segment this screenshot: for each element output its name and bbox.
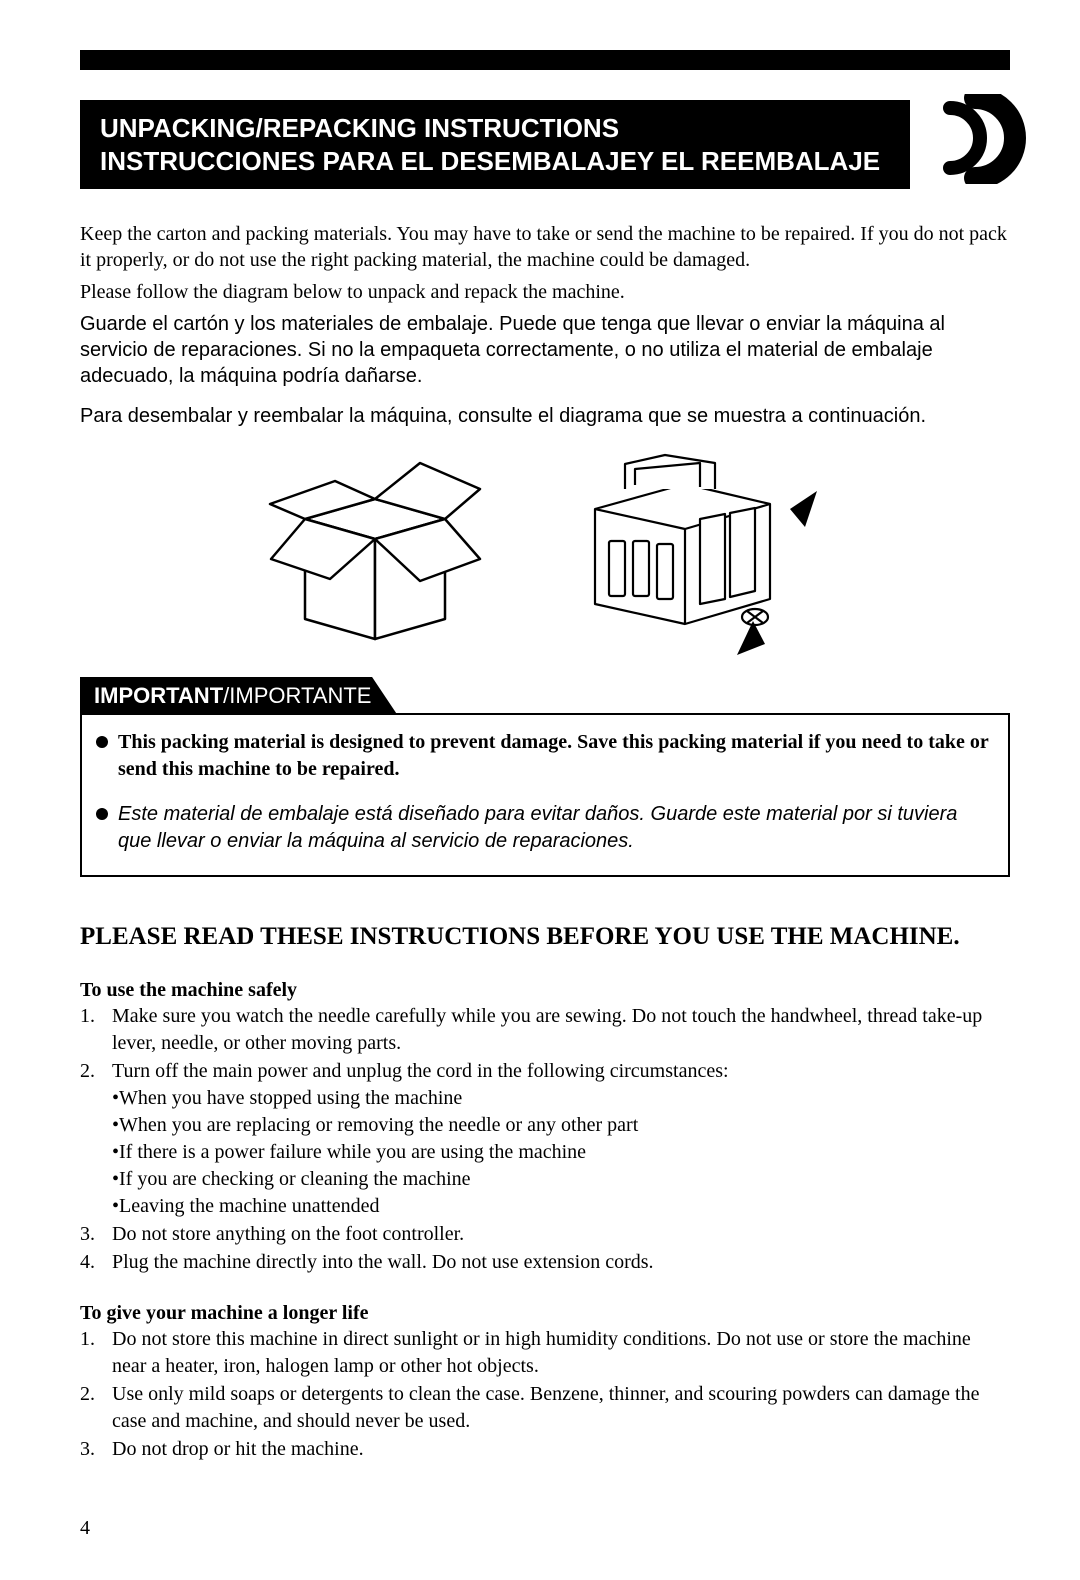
intro-block: Keep the carton and packing materials. Y… bbox=[80, 221, 1010, 429]
diagram-foam-icon bbox=[565, 449, 825, 659]
header-banner: UNPACKING/REPACKING INSTRUCTIONS INSTRUC… bbox=[80, 100, 1010, 189]
safety-subbullets: When you have stopped using the machine … bbox=[112, 1085, 1010, 1220]
important-bullet-es: Este material de embalaje está diseñado … bbox=[96, 801, 990, 855]
intro-es-2: Para desembalar y reembalar la máquina, … bbox=[80, 403, 1010, 429]
safety-item-4: Plug the machine directly into the wall.… bbox=[80, 1249, 1010, 1276]
safety-list: Make sure you watch the needle carefully… bbox=[80, 1003, 1010, 1276]
longevity-heading: To give your machine a longer life bbox=[80, 1302, 1010, 1325]
important-box: This packing material is designed to pre… bbox=[80, 713, 1010, 877]
longevity-item-2: Use only mild soaps or detergents to cle… bbox=[80, 1381, 1010, 1435]
important-text-en: This packing material is designed to pre… bbox=[118, 729, 990, 783]
longevity-item-3: Do not drop or hit the machine. bbox=[80, 1436, 1010, 1463]
sub-b: When you are replacing or removing the n… bbox=[119, 1114, 638, 1136]
intro-es-1: Guarde el cartón y los materiales de emb… bbox=[80, 311, 1010, 389]
sub-e: Leaving the machine unattended bbox=[119, 1195, 379, 1217]
sub-a: When you have stopped using the machine bbox=[119, 1087, 462, 1109]
longevity-list: Do not store this machine in direct sunl… bbox=[80, 1326, 1010, 1463]
longevity-item-1: Do not store this machine in direct sunl… bbox=[80, 1326, 1010, 1380]
top-rule bbox=[80, 50, 1010, 70]
sub-d: If you are checking or cleaning the mach… bbox=[119, 1168, 471, 1190]
header-line-2: INSTRUCCIONES PARA EL DESEMBALAJEY EL RE… bbox=[100, 145, 880, 178]
safety-item-2: Turn off the main power and unplug the c… bbox=[80, 1058, 1010, 1220]
safety-item-3: Do not store anything on the foot contro… bbox=[80, 1221, 1010, 1248]
intro-en-1: Keep the carton and packing materials. Y… bbox=[80, 221, 1010, 273]
diagram-row bbox=[80, 449, 1010, 659]
important-label-bold: IMPORTANT bbox=[94, 683, 223, 708]
important-text-es: Este material de embalaje está diseñado … bbox=[118, 801, 990, 855]
header-line-1: UNPACKING/REPACKING INSTRUCTIONS bbox=[100, 112, 880, 145]
intro-en-2: Please follow the diagram below to unpac… bbox=[80, 279, 1010, 305]
important-bullet-en: This packing material is designed to pre… bbox=[96, 729, 990, 783]
bullet-icon bbox=[96, 736, 108, 748]
read-heading: PLEASE READ THESE INSTRUCTIONS BEFORE YO… bbox=[80, 923, 1010, 951]
diagram-box-icon bbox=[265, 449, 485, 649]
header-title: UNPACKING/REPACKING INSTRUCTIONS INSTRUC… bbox=[80, 100, 910, 189]
header-decor bbox=[910, 100, 1010, 189]
safety-item-1: Make sure you watch the needle carefully… bbox=[80, 1003, 1010, 1057]
sub-c: If there is a power failure while you ar… bbox=[119, 1141, 586, 1163]
safety-heading: To use the machine safely bbox=[80, 979, 1010, 1002]
page-number: 4 bbox=[80, 1517, 1010, 1540]
important-label-thin: IMPORTANTE bbox=[229, 683, 371, 708]
bullet-icon bbox=[96, 808, 108, 820]
important-tab: IMPORTANT/IMPORTANTE bbox=[80, 677, 397, 715]
